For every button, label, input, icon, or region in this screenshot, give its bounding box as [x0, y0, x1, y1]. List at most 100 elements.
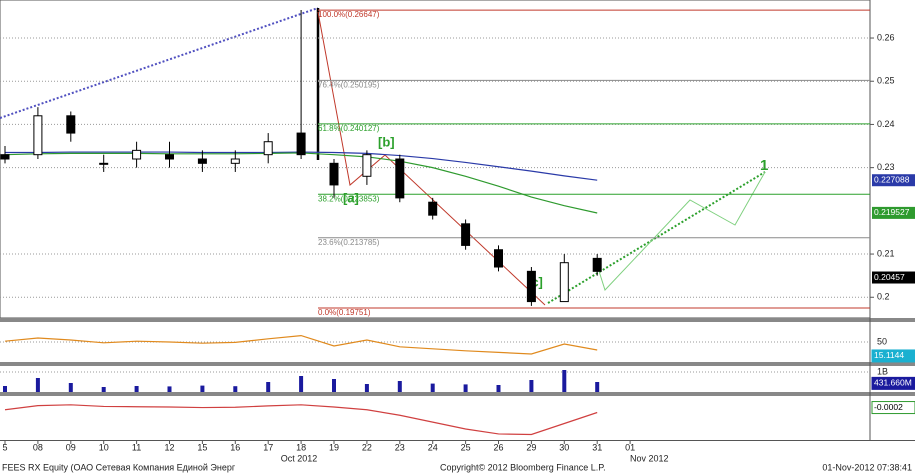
fib-label: 38.2%(0.223853) [318, 194, 380, 203]
marker-box [871, 349, 915, 363]
fib-label: 0.0%(0.19751) [318, 308, 371, 317]
y-tick-label: 0.2 [877, 292, 890, 302]
candle-body [165, 154, 174, 160]
x-tick-label: 10 [99, 442, 109, 452]
wave-label: [b] [378, 134, 395, 149]
volume-bar [299, 376, 304, 392]
candle-body [526, 270, 536, 303]
x-tick-label: 29 [526, 442, 536, 452]
x-tick-label: 01 [625, 442, 635, 452]
volume-bar [430, 383, 435, 392]
candle-body [66, 115, 76, 134]
candle-body [99, 162, 109, 165]
x-tick-label: 26 [493, 442, 503, 452]
x-tick-label: 15 [197, 442, 207, 452]
x-tick-label: 16 [230, 442, 240, 452]
price-label-box [872, 174, 915, 187]
footer-left: FEES RX Equity (ОАО Сетевая Компания Еди… [2, 462, 236, 472]
volume-bar [496, 385, 501, 392]
price-label-box [872, 206, 915, 219]
separator [0, 392, 915, 396]
x-tick-label: 23 [395, 442, 405, 452]
volume-bar [200, 385, 205, 392]
candle-body [197, 158, 207, 164]
marker-label: -0.0002 [874, 402, 903, 412]
fib-label: 23.6%(0.213785) [318, 238, 380, 247]
candle-body [263, 141, 273, 156]
candle-body [132, 149, 142, 160]
volume-bar [529, 380, 534, 392]
candle-body [362, 154, 372, 177]
x-tick-label: 31 [592, 442, 602, 452]
y-tick-label: 1B [877, 366, 888, 376]
y-tick-label: 0.24 [877, 119, 895, 129]
volume-bar [233, 386, 238, 392]
volume-bar [562, 370, 567, 392]
footer-right: 01-Nov-2012 07:38:41 [822, 462, 912, 472]
volume-bar [3, 386, 7, 392]
x-tick-label: 5 [2, 442, 7, 452]
candle-body [296, 132, 306, 156]
candle-body [33, 115, 43, 156]
volume-bar [364, 384, 369, 392]
price-label: 0.219527 [874, 207, 910, 217]
separator [0, 362, 915, 366]
x-group-label: Nov 2012 [630, 453, 669, 463]
x-tick-label: 30 [559, 442, 569, 452]
y-tick-label: 0.25 [877, 76, 895, 86]
candle-body [592, 257, 602, 272]
volume-bar [463, 384, 468, 392]
volume-bar [167, 386, 172, 392]
volume-bar [134, 386, 139, 392]
separator [0, 440, 915, 441]
candle-body [461, 223, 471, 246]
x-tick-label: 17 [263, 442, 273, 452]
marker-label: 431.660M [874, 378, 912, 388]
indicator-line [4, 334, 598, 355]
marker-box [871, 376, 915, 390]
volume-bar [101, 387, 106, 392]
fib-label: 76.4%(0.250195) [318, 80, 380, 89]
candle-body [428, 201, 438, 216]
candle-body [0, 154, 10, 160]
candle-body [395, 158, 405, 199]
volume-bar [332, 379, 336, 392]
volume-bar [35, 378, 40, 392]
x-tick-label: 09 [66, 442, 76, 452]
separator [0, 318, 915, 322]
y-tick-label: 0.26 [877, 32, 895, 42]
y-tick-label: 50 [877, 336, 887, 346]
x-tick-label: 18 [296, 442, 306, 452]
price-label: 0.20457 [874, 272, 905, 282]
x-tick-label: 11 [132, 442, 141, 452]
volume-bar [68, 383, 73, 392]
volume-bar [595, 382, 600, 392]
candle-body [559, 262, 569, 303]
y-tick-label: 0.21 [877, 248, 895, 258]
indicator-line [4, 404, 598, 436]
x-tick-label: 19 [329, 442, 339, 452]
fib-label: 100.0%(0.26647) [318, 10, 380, 19]
candle-body [329, 162, 339, 186]
marker-box [871, 401, 915, 415]
price-label: 0.227088 [874, 174, 910, 184]
x-tick-label: 25 [461, 442, 471, 452]
fib-label: 61.8%(0.240127) [318, 124, 380, 133]
x-tick-label: 24 [428, 442, 438, 452]
projection-path [597, 171, 766, 291]
x-group-label: Oct 2012 [281, 453, 318, 463]
price-label-box [872, 271, 915, 284]
candle-body [230, 158, 240, 164]
y-tick-label: 0.23 [877, 162, 895, 172]
x-tick-label: 22 [362, 442, 372, 452]
x-tick-label: 08 [33, 442, 43, 452]
x-tick-label: 12 [164, 442, 174, 452]
volume-bar [397, 381, 402, 392]
candle-body [494, 249, 503, 268]
wave-label: 1 [760, 157, 768, 174]
footer-center: Copyright© 2012 Bloomberg Finance L.P. [440, 462, 606, 472]
volume-bar [266, 382, 271, 392]
marker-label: 15.1144 [874, 350, 904, 360]
trend-line [0, 7, 319, 119]
